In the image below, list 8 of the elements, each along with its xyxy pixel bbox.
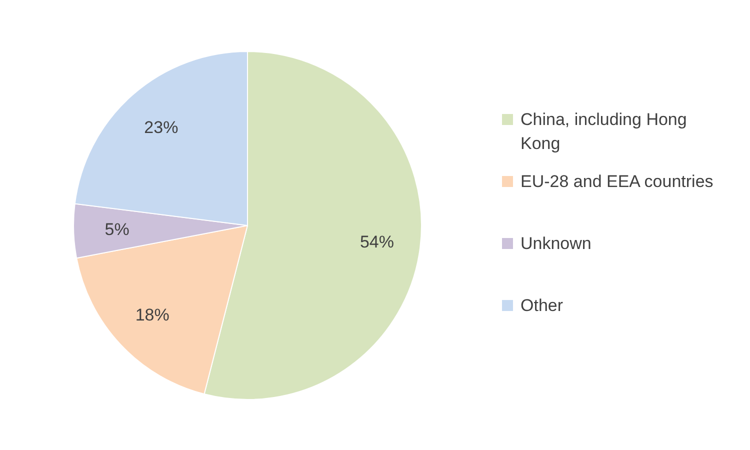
legend-label: Other	[520, 296, 564, 315]
data-label: 54%	[360, 232, 394, 252]
data-label: 18%	[135, 305, 170, 324]
legend-label: EU-28 and EEA countries	[520, 172, 714, 191]
legend-label: China, including Hong Kong	[520, 110, 687, 153]
data-label: 23%	[144, 118, 178, 138]
data-label: 5%	[104, 220, 130, 240]
legend-label: Unknown	[520, 234, 592, 253]
